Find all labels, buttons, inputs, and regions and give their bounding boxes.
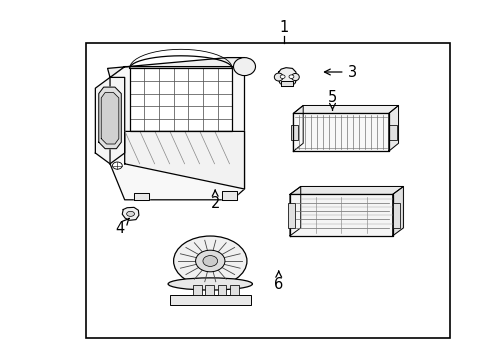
Polygon shape <box>293 105 398 113</box>
Bar <box>85 43 449 338</box>
Polygon shape <box>122 207 139 220</box>
Polygon shape <box>300 186 403 228</box>
Text: 4: 4 <box>115 218 129 236</box>
Bar <box>287 203 294 228</box>
Text: 2: 2 <box>210 190 220 211</box>
Bar <box>392 203 399 228</box>
Bar <box>290 125 298 140</box>
Polygon shape <box>277 68 296 86</box>
Polygon shape <box>110 67 244 200</box>
Bar <box>193 285 202 295</box>
Bar <box>170 295 250 305</box>
Polygon shape <box>222 191 237 200</box>
Ellipse shape <box>233 58 255 76</box>
Ellipse shape <box>126 211 134 216</box>
Ellipse shape <box>274 73 283 81</box>
Circle shape <box>195 250 224 272</box>
Polygon shape <box>124 131 244 189</box>
Circle shape <box>288 75 293 78</box>
Polygon shape <box>388 105 398 151</box>
Polygon shape <box>293 105 303 151</box>
Polygon shape <box>95 77 124 164</box>
Text: 3: 3 <box>324 64 356 80</box>
Bar <box>217 285 226 295</box>
Ellipse shape <box>291 73 299 81</box>
Bar <box>129 68 232 131</box>
Polygon shape <box>99 87 121 149</box>
Polygon shape <box>289 186 403 194</box>
Polygon shape <box>107 58 244 77</box>
Polygon shape <box>129 68 232 131</box>
Text: 1: 1 <box>279 19 287 35</box>
Bar <box>388 125 396 140</box>
Circle shape <box>280 75 285 78</box>
Bar <box>229 285 238 295</box>
Polygon shape <box>134 193 149 200</box>
Ellipse shape <box>173 236 246 286</box>
Ellipse shape <box>168 278 252 290</box>
Polygon shape <box>392 186 403 236</box>
Polygon shape <box>101 93 119 144</box>
Text: 5: 5 <box>327 90 336 110</box>
Circle shape <box>203 256 217 266</box>
Polygon shape <box>289 194 392 236</box>
Bar <box>205 285 214 295</box>
Polygon shape <box>289 186 300 236</box>
Text: 6: 6 <box>274 271 283 292</box>
Polygon shape <box>280 81 293 86</box>
Circle shape <box>112 162 122 169</box>
Polygon shape <box>293 113 388 151</box>
